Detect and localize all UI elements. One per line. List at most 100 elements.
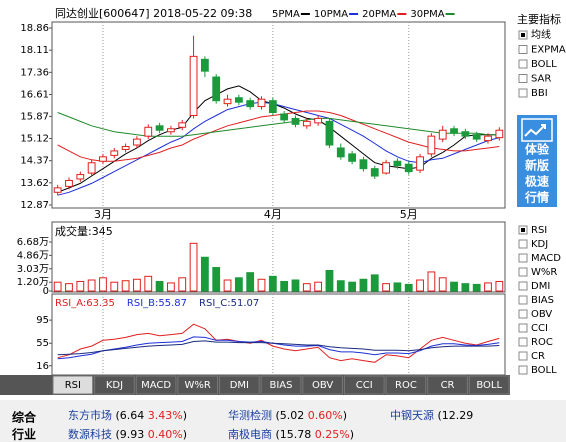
checkbox[interactable] — [518, 323, 528, 333]
chart-title: 同达创业[600647] 2018-05-22 09:38 — [55, 7, 252, 20]
candle-body — [427, 135, 436, 155]
candle-body — [99, 156, 107, 162]
checkbox[interactable] — [518, 267, 528, 277]
tab-label[interactable]: CCI — [356, 380, 373, 391]
sidebar-item[interactable]: BOLL — [531, 365, 557, 376]
ticker[interactable]: 南极电商 (15.78 0.25%) — [228, 427, 354, 441]
candle-body — [234, 97, 243, 103]
checkbox[interactable] — [518, 45, 528, 54]
sidebar-item[interactable]: DMI — [531, 281, 550, 292]
tab-label[interactable]: ROC — [395, 380, 417, 391]
y-tick-label: 18.11 — [20, 45, 49, 56]
y-tick-label: 3.03万 — [17, 264, 49, 275]
tab-label[interactable]: CR — [441, 380, 455, 391]
checkbox[interactable] — [518, 295, 528, 305]
tab[interactable] — [52, 375, 94, 395]
volume-bar — [393, 282, 402, 292]
sidebar-item[interactable]: BIAS — [531, 295, 554, 306]
tab-label[interactable]: BIAS — [270, 380, 293, 391]
y-tick-label: 95 — [36, 315, 49, 326]
candle-body — [450, 128, 458, 134]
ticker[interactable]: 东方市场 (6.64 3.43%) — [68, 408, 187, 422]
candle-body — [438, 129, 447, 140]
sidebar-item[interactable]: MACD — [531, 253, 561, 264]
tab[interactable] — [343, 375, 385, 395]
candle-body — [178, 122, 187, 128]
tab-label[interactable]: W%R — [185, 380, 211, 391]
ticker[interactable]: 中钢天源 (12.29 — [390, 408, 473, 422]
checkbox[interactable] — [518, 253, 528, 263]
paren: ( — [272, 428, 280, 441]
tab[interactable] — [94, 375, 135, 395]
sidebar-item[interactable]: KDJ — [531, 239, 548, 250]
paren: ( — [112, 428, 120, 441]
checkbox[interactable] — [518, 74, 528, 83]
candle-body — [144, 126, 153, 137]
volume-bar — [359, 278, 368, 292]
checkbox-mark — [521, 33, 525, 37]
checkbox[interactable] — [518, 337, 528, 347]
ticker-change: 0.60% — [308, 409, 343, 422]
sidebar-item[interactable]: W%R — [531, 267, 557, 278]
paren: ( — [434, 409, 442, 422]
tab-label[interactable]: BOLL — [476, 380, 502, 391]
tab[interactable] — [427, 375, 468, 395]
candle-body — [76, 174, 85, 180]
checkbox[interactable] — [518, 281, 528, 291]
sidebar-item[interactable]: EXPMA — [531, 45, 566, 56]
candle-body — [212, 76, 221, 102]
volume-bar — [257, 278, 266, 292]
tab-label[interactable]: KDJ — [106, 380, 123, 391]
tab-label[interactable]: RSI — [65, 380, 81, 391]
ma-line — [57, 101, 500, 196]
tab[interactable] — [135, 375, 177, 395]
sidebar-item[interactable]: BBI — [531, 88, 548, 99]
sidebar-item[interactable]: CR — [531, 351, 545, 362]
candle-body — [121, 145, 130, 150]
volume-bar — [325, 269, 334, 292]
volume-bar — [484, 282, 492, 292]
ad-text: 行情 — [524, 190, 549, 205]
paren: ) — [183, 409, 187, 422]
sidebar-item[interactable]: RSI — [531, 225, 547, 236]
volume-bar — [99, 277, 107, 292]
tab[interactable] — [468, 375, 510, 395]
x-tick-label: 5月 — [400, 208, 418, 221]
sidebar-item[interactable]: CCI — [531, 323, 548, 334]
ticker[interactable]: 华测检测 (5.02 0.60%) — [228, 408, 347, 422]
y-tick-label: 15.87 — [20, 111, 49, 122]
checkbox[interactable] — [518, 239, 528, 249]
ad-box[interactable] — [517, 115, 557, 207]
tab[interactable] — [302, 375, 343, 395]
checkbox[interactable] — [518, 88, 528, 98]
y-tick-label: 16.61 — [20, 89, 49, 100]
volume-bar — [314, 281, 323, 292]
tab-label[interactable]: DMI — [230, 380, 249, 391]
sidebar-item[interactable]: 均线 — [531, 28, 551, 41]
ticker-name: 中钢天源 — [390, 408, 434, 422]
ticker[interactable]: 数源科技 (9.93 0.40%) — [68, 427, 187, 441]
checkbox[interactable] — [518, 365, 528, 375]
tab[interactable] — [177, 375, 219, 395]
tab[interactable] — [219, 375, 260, 395]
tab[interactable] — [260, 375, 302, 395]
tab-label[interactable]: OBV — [312, 380, 333, 391]
checkbox[interactable] — [518, 59, 528, 69]
sidebar-item[interactable]: SAR — [531, 74, 551, 85]
ticker-price: 12.29 — [442, 409, 474, 422]
volume-panel — [51, 221, 506, 293]
tab[interactable] — [385, 375, 427, 395]
ma-line — [57, 110, 500, 162]
ma-line — [57, 112, 500, 137]
checkbox[interactable] — [518, 309, 528, 319]
volume-bar — [336, 280, 345, 292]
sidebar-item[interactable]: OBV — [531, 309, 552, 320]
tab-label[interactable]: MACD — [141, 380, 171, 391]
y-tick-label: 17.36 — [20, 67, 49, 78]
sidebar-item[interactable]: BOLL — [531, 59, 557, 70]
candle-body — [370, 168, 379, 177]
ad-icon — [524, 124, 546, 137]
volume-bar — [212, 267, 221, 292]
sidebar-item[interactable]: ROC — [531, 337, 553, 348]
checkbox[interactable] — [518, 351, 528, 361]
